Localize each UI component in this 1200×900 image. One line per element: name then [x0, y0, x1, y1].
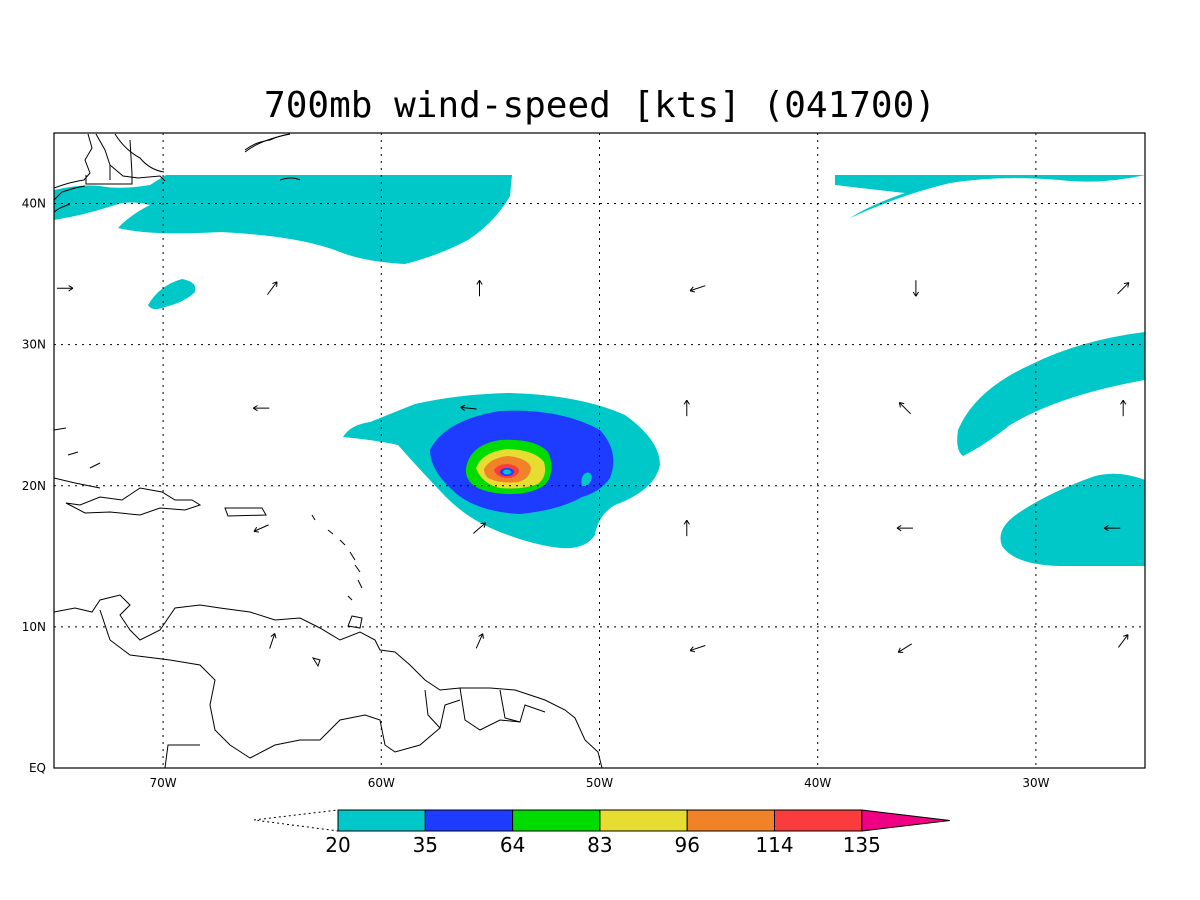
lon-tick-label: 30W	[1022, 776, 1049, 790]
contour-20-north-jet	[54, 175, 512, 264]
wind-vector-arrow	[269, 633, 277, 649]
contour-20-storm-hole	[581, 472, 592, 487]
wind-vectors	[56, 279, 1130, 653]
wind-vector-arrow	[1117, 634, 1129, 648]
colorbar-segment	[686, 809, 776, 832]
colorbar-level-label: 64	[500, 833, 525, 857]
wind-vector-arrow	[897, 643, 913, 653]
colorbar-level-label: 83	[587, 833, 612, 857]
wind-vector-arrow	[473, 522, 487, 534]
wind-vector-arrow	[253, 405, 270, 412]
colorbar-high-triangle	[861, 809, 950, 832]
wind-vector-arrow	[266, 281, 278, 295]
wind-speed-contours	[54, 175, 1145, 566]
contour-20-northeast-band	[835, 175, 1145, 218]
wind-vector-arrow	[896, 525, 913, 532]
wind-vector-arrow	[683, 519, 690, 537]
colorbar-segment	[337, 809, 426, 832]
lon-tick-label: 60W	[368, 776, 395, 790]
colorbar-low-triangle	[253, 809, 339, 832]
wind-vector-arrow	[1117, 282, 1130, 295]
lat-lon-grid	[54, 133, 1145, 768]
coast-trinidad	[311, 615, 363, 668]
colorbar-level-label: 35	[413, 833, 438, 857]
coast-puerto-rico	[224, 507, 267, 517]
wind-vector-arrow	[898, 402, 911, 415]
wind-vector-arrow	[475, 633, 484, 649]
wind-vector-arrow	[1120, 399, 1127, 417]
colorbar-segment	[774, 809, 863, 832]
coast-hispaniola	[65, 487, 202, 516]
storm-eye-cyan	[503, 469, 511, 475]
contour-20-east-streak	[957, 332, 1145, 456]
coastlines	[54, 133, 603, 768]
lon-axis-labels: 70W 60W 50W 40W 30W	[150, 776, 1050, 790]
lon-tick-label: 70W	[150, 776, 177, 790]
colorbar-level-label: 135	[843, 833, 881, 857]
lat-axis-labels: 40N 30N 20N 10N EQ	[22, 197, 46, 775]
colorbar-level-label: 114	[755, 833, 793, 857]
contour-20-east-blob	[1000, 473, 1145, 566]
coast-south-america	[54, 594, 603, 768]
lat-tick-label: EQ	[29, 761, 46, 775]
wind-vector-arrow	[253, 524, 269, 533]
map-title: 700mb wind-speed [kts] (041700)	[264, 85, 936, 126]
wind-vector-arrow	[683, 399, 690, 417]
lat-tick-label: 40N	[22, 197, 46, 211]
coast-new-york	[54, 185, 86, 213]
wind-vector-arrow	[912, 280, 919, 297]
coast-north-america	[54, 133, 291, 189]
plot-frame	[53, 132, 1146, 769]
coast-guyana	[424, 689, 521, 729]
contour-20-small-blob	[148, 279, 196, 310]
lon-tick-label: 50W	[586, 776, 613, 790]
wind-vector-arrow	[1104, 525, 1121, 532]
colorbar-level-label: 20	[325, 833, 350, 857]
lon-tick-label: 40W	[804, 776, 831, 790]
colorbar: 20 35 64 83 96 114 135	[253, 809, 950, 857]
colorbar-segment	[512, 809, 601, 832]
coast-venezuela-border	[99, 609, 546, 768]
wind-vector-arrow	[689, 285, 706, 293]
wind-vector-arrow	[56, 285, 74, 292]
lat-tick-label: 30N	[22, 338, 46, 352]
colorbar-level-label: 96	[674, 833, 699, 857]
wind-vector-arrow	[476, 279, 483, 297]
lat-tick-label: 10N	[22, 620, 46, 634]
coast-bahamas-cuba	[54, 427, 101, 489]
coast-lesser-antilles	[311, 514, 363, 601]
colorbar-segment	[599, 809, 688, 832]
colorbar-segment	[424, 809, 514, 832]
coast-nova-scotia	[244, 133, 301, 181]
wind-vector-arrow	[460, 404, 477, 411]
coast-state-lines	[85, 139, 133, 185]
plot-area	[54, 133, 1145, 768]
lat-tick-label: 20N	[22, 479, 46, 493]
wind-vector-arrow	[689, 645, 706, 653]
